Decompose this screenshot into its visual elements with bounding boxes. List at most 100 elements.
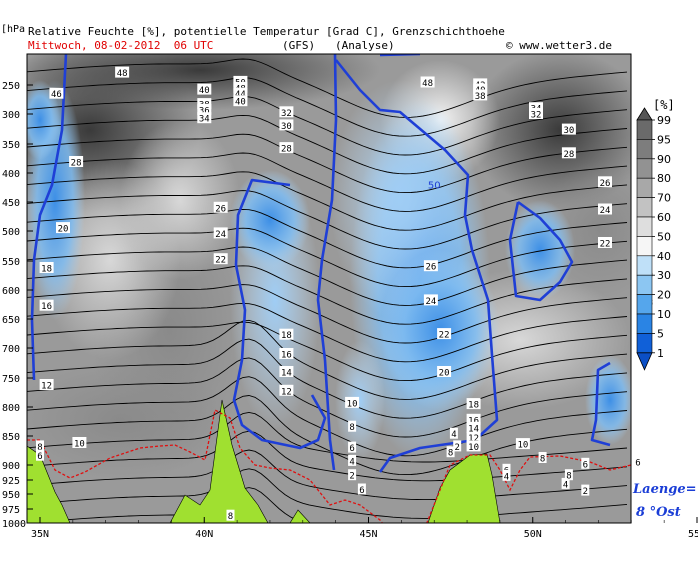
isentrope-label: 24 (425, 297, 436, 307)
isentrope-label: 26 (600, 179, 611, 189)
isentrope-label-bg (515, 438, 530, 450)
isentrope-label: 20 (439, 369, 450, 379)
chart-title: Relative Feuchte [%], potentielle Temper… (28, 25, 505, 38)
isentrope-label-bg (561, 477, 570, 489)
terrain-area (289, 509, 311, 523)
isentrope-line (27, 430, 628, 482)
colorbar-label: 50 (657, 230, 671, 243)
isentrope-line (27, 411, 628, 463)
isentrope-label-bg (36, 440, 44, 452)
isentrope-label: 14 (281, 369, 292, 379)
isentrope-label: 8 (228, 512, 233, 522)
isentrope-label-bg (213, 227, 228, 239)
isentrope-label: 4 (349, 457, 354, 467)
isentrope-label: 36 (199, 106, 210, 116)
isentrope-line (27, 302, 628, 363)
isentrope-label: 48 (117, 69, 128, 79)
isentrope-label: 30 (563, 126, 574, 136)
isentrope-label: 24 (215, 230, 226, 240)
colorbar-swatch (636, 197, 653, 218)
isentrope-label-bg (466, 431, 481, 443)
rh50-line (316, 54, 338, 471)
isentrope-label: 2 (583, 487, 588, 497)
isentrope-label: 20 (58, 225, 69, 235)
colorbar-swatch (636, 216, 653, 237)
isentrope-label-bg (502, 463, 511, 475)
terrain-area (169, 399, 269, 523)
isentrope-label: 6 (583, 460, 588, 470)
isentrope-label: 6 (635, 459, 640, 469)
isentrope-line (27, 487, 627, 523)
isentrope-label-bg (233, 87, 248, 99)
isentrope-line (27, 114, 628, 175)
chart-date: Mittwoch, 08-02-2012 06 UTC (28, 39, 214, 52)
isentrope-label-bg (348, 420, 357, 432)
isentrope-label: 2 (349, 472, 354, 482)
isentrope-label-bg (581, 484, 590, 496)
isentrope-label: 4 (563, 480, 568, 490)
isentrope-label: 8 (448, 449, 453, 459)
isentrope-label: 4 (504, 472, 509, 482)
isentrope-label-bg (49, 87, 64, 99)
isentrope-label: 10 (347, 399, 358, 409)
isentrope-labels: 4640504844403836343230282826242220181612… (36, 66, 655, 522)
isentrope-label-bg (538, 452, 547, 463)
isentrope-label-bg (581, 457, 590, 469)
chart-model: (GFS) (Analyse) (282, 39, 395, 52)
isentrope-label: 30 (281, 122, 292, 132)
isentrope-label-bg (473, 89, 488, 101)
isentrope-label-bg (233, 95, 248, 107)
isentrope-label-bg (279, 328, 294, 340)
y-tick-label: 850 (2, 432, 20, 443)
isentrope-label: 2 (454, 443, 459, 453)
isentrope-label: 32 (531, 111, 542, 121)
isentrope-label: 16 (468, 416, 479, 426)
colorbar-swatch (636, 236, 653, 257)
colorbar-label: 5 (657, 327, 664, 340)
isentrope-label: 22 (439, 331, 450, 341)
colorbar-label: 10 (657, 308, 671, 321)
isentrope-label: 26 (425, 263, 436, 273)
isentrope-line (27, 133, 628, 194)
isentrope-label: 26 (215, 204, 226, 214)
y-tick-label: 950 (2, 490, 20, 501)
isentrope-label-bg (115, 66, 130, 78)
isentrope-label-bg (197, 98, 212, 110)
isentrope-label: 12 (468, 434, 479, 444)
isentrope-label-bg (423, 294, 438, 306)
isentrope-line (27, 171, 628, 231)
colorbar-swatch (636, 139, 653, 160)
isentrope-label-bg (446, 446, 455, 458)
isentrope-label-bg (279, 119, 294, 131)
colorbar: 99 95 90 80 70 60 50 40 30 20 10 5 1 (636, 107, 671, 371)
isentrope-label: 4 (451, 430, 456, 440)
isentrope-label: 6 (37, 452, 42, 462)
rh50-line (508, 200, 574, 302)
isentrope-label: 18 (468, 401, 479, 411)
y-tick-label: 925 (2, 476, 20, 487)
isentrope-label: 6 (349, 444, 354, 454)
y-tick-label: 800 (2, 403, 20, 414)
isentrope-label: 8 (540, 455, 545, 465)
colorbar-swatch (636, 294, 653, 315)
isentrope-label-bg (197, 112, 212, 124)
isentrope-label: 10 (74, 440, 85, 450)
colorbar-top-arrow (636, 107, 653, 121)
isentrope-label: 22 (600, 240, 611, 250)
boundary-layer-line (27, 409, 631, 523)
isentrope-label-bg (69, 156, 84, 167)
rh50-line (590, 361, 611, 447)
isentrope-label-bg (598, 176, 612, 188)
isentrope-label-bg (633, 456, 642, 468)
isentrope-label-bg (561, 123, 576, 135)
isentrope-label: 32 (281, 109, 292, 119)
colorbar-swatch (636, 274, 653, 295)
terrain-area (27, 445, 71, 523)
x-tick-label: 35N (31, 529, 49, 540)
isentrope-line (27, 265, 628, 325)
isentrope-label-bg (466, 440, 481, 452)
colorbar-swatch (636, 333, 653, 354)
chart-header: Relative Feuchte [%], potentielle Temper… (26, 24, 631, 53)
